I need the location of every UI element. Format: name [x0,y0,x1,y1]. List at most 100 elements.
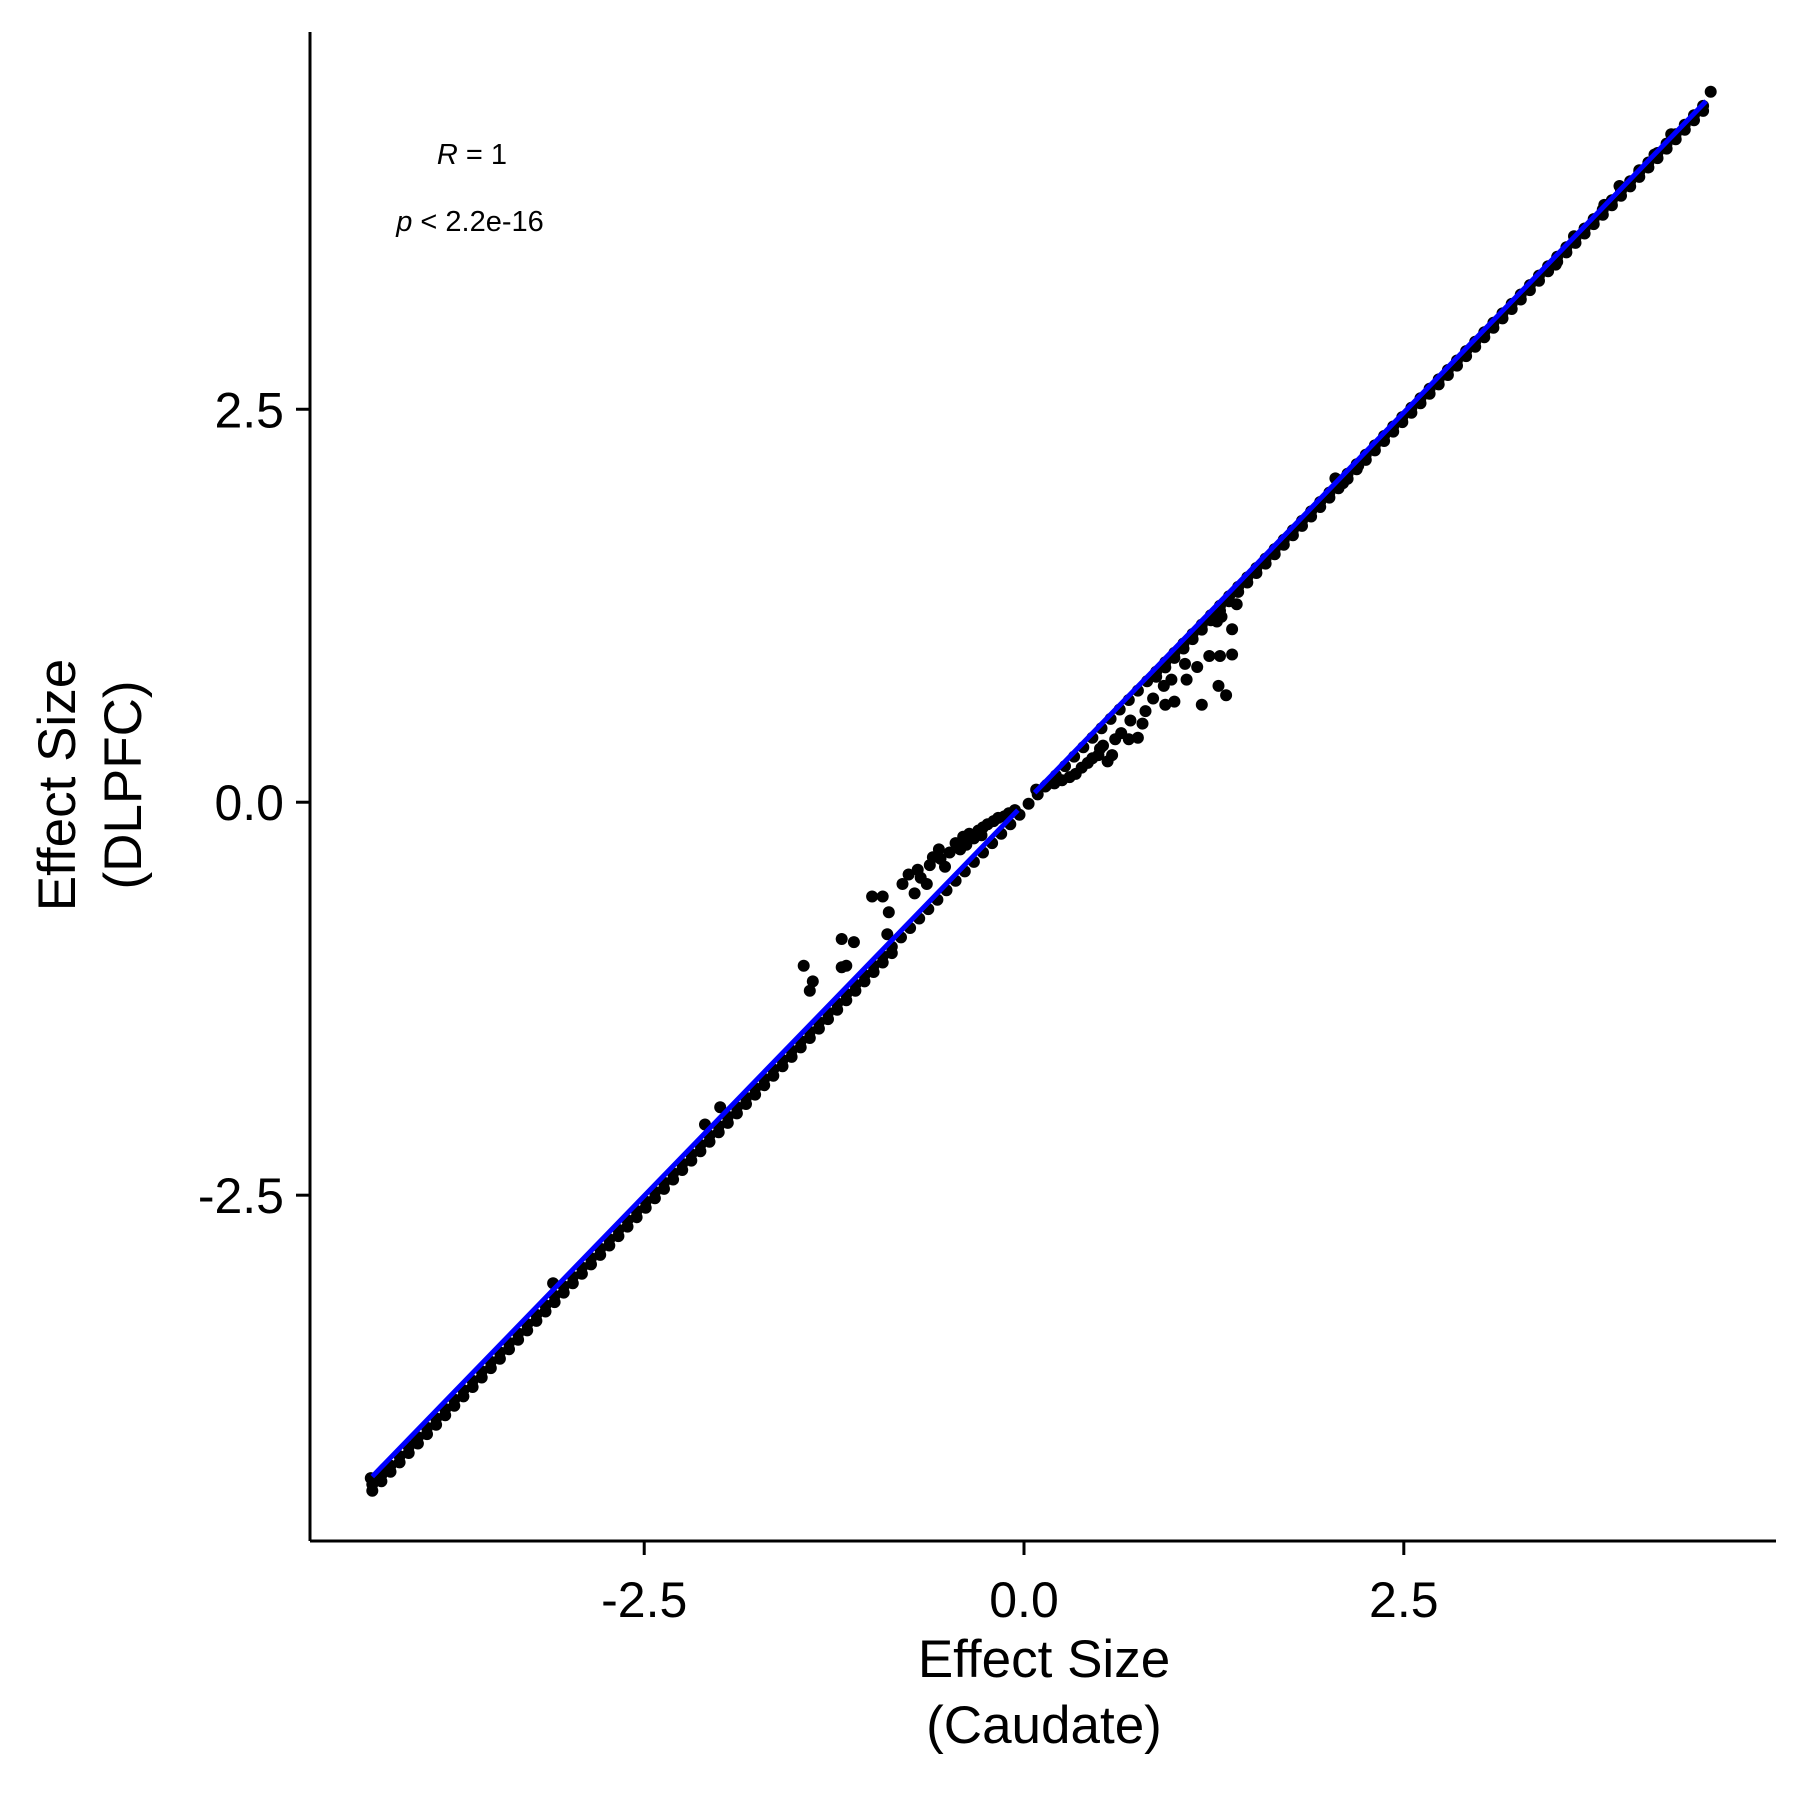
data-point [908,887,921,900]
data-point [1212,679,1225,692]
data-point [835,961,848,974]
data-point [676,1164,689,1176]
data-point [831,1003,844,1016]
data-point [366,1484,379,1497]
data-point [803,1032,816,1044]
data-point [1704,85,1717,98]
data-point [594,1248,607,1261]
data-point [393,1456,406,1469]
data-point [1136,717,1149,730]
y-tick-label: 2.5 [214,382,284,438]
data-point [1214,650,1226,662]
data-point [1226,623,1239,636]
data-point [1215,610,1228,623]
y-tick-label: 0.0 [214,775,284,831]
data-point [612,1230,625,1243]
data-point [548,1296,561,1309]
annotation-p-text: < 2.2e-16 [412,206,543,238]
data-point [410,1436,423,1448]
data-point [402,1447,415,1459]
data-point [721,1116,734,1129]
data-point [566,1277,579,1290]
data-point [493,1352,506,1365]
data-point [421,1428,433,1441]
data-point [740,1098,752,1110]
data-point [685,1154,698,1167]
data-point [1179,657,1191,670]
regression-line [370,808,1020,1479]
data-point [812,1022,825,1035]
data-point [758,1079,771,1092]
data-point [1139,705,1152,718]
data-point [847,936,860,949]
data-point [1147,692,1160,705]
data-point [557,1286,570,1299]
annotation-r: R = 1 [437,139,507,171]
x-axis-title: Effect Size [918,1630,1170,1689]
data-point [923,859,936,872]
data-point [730,1107,743,1120]
data-point [475,1371,488,1384]
data-point [876,890,889,903]
data-point [1180,673,1193,686]
data-point [1165,673,1178,686]
data-point [658,1182,670,1195]
data-point [1191,661,1204,673]
x-tick-label: 0.0 [989,1572,1059,1628]
data-point [1159,698,1172,711]
regression-line [1032,99,1708,795]
data-point [849,984,862,997]
data-point [539,1305,552,1318]
annotation-r-text: = 1 [458,139,507,171]
data-point [914,871,927,884]
fit-line-layer [370,99,1708,1479]
data-point [1195,698,1208,711]
data-point [521,1324,534,1337]
data-point [840,994,853,1007]
data-point [1168,695,1181,708]
data-point [1230,598,1243,611]
data-point [1220,689,1233,702]
data-point [866,890,879,903]
data-point [1131,731,1144,744]
data-point [902,868,915,881]
data-point [466,1381,479,1393]
data-point [714,1101,727,1114]
data-point [822,1013,834,1026]
data-point [457,1390,470,1403]
data-point [448,1399,461,1412]
annotation-p: p < 2.2e-16 [395,206,544,238]
data-point [703,1135,716,1148]
data-point [776,1060,789,1073]
data-point [621,1220,634,1233]
data-point [1094,742,1106,755]
data-point [1106,749,1119,762]
data-point [896,878,909,890]
y-axis-title: Effect Size [28,659,87,911]
data-point [794,1041,807,1054]
data-point [767,1069,780,1082]
data-point [1226,648,1239,661]
data-point [975,829,988,842]
x-axis-title-line2: (Caudate) [926,1696,1162,1755]
data-point [1022,797,1035,810]
data-point [876,956,889,969]
data-point [803,984,816,997]
y-tick-label: -2.5 [198,1168,284,1224]
data-point [503,1343,515,1356]
data-point [882,906,895,919]
data-point [639,1201,652,1214]
data-point [1122,733,1135,746]
data-point [867,966,880,978]
data-point [1203,650,1216,662]
data-point [806,975,819,988]
data-point [960,838,973,851]
x-tick-label: -2.5 [601,1572,687,1628]
data-point [885,947,898,960]
data-point [430,1418,443,1431]
data-point [375,1475,388,1488]
data-point [530,1314,543,1327]
data-point [694,1145,707,1158]
data-point [603,1239,616,1252]
ticks-layer: -2.5 0.0 2.5 -2.5 0.0 2.5 [198,382,1439,1628]
